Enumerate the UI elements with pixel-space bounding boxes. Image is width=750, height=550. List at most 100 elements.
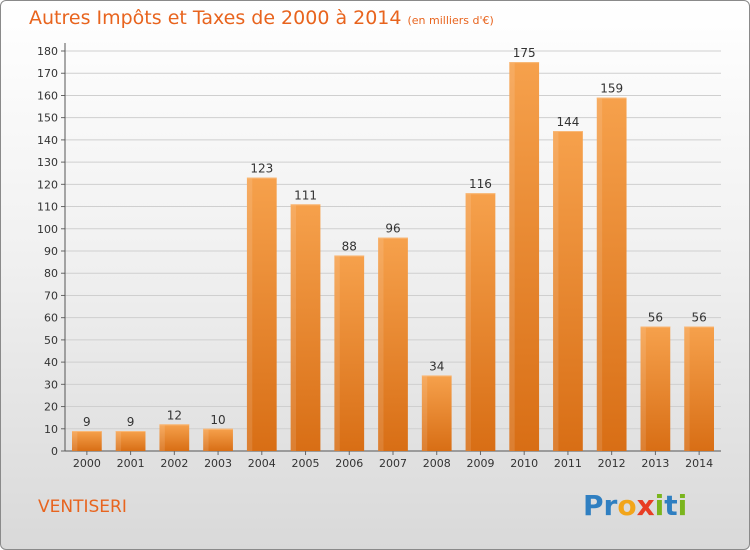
- bar-2006: [334, 255, 365, 451]
- bar-2010: [509, 62, 540, 451]
- x-tick-label: 2005: [292, 457, 320, 470]
- bar-highlight: [684, 326, 690, 451]
- bar-2013: [640, 326, 671, 451]
- y-tick-label: 160: [37, 89, 58, 102]
- bar-2003: [203, 428, 233, 451]
- y-tick-label: 60: [44, 312, 58, 325]
- y-tick-label: 120: [37, 178, 58, 191]
- x-tick-label: 2011: [554, 457, 582, 470]
- y-tick-label: 90: [44, 245, 58, 258]
- bar: [290, 204, 321, 451]
- bar: [246, 177, 277, 451]
- bar-2008: [421, 375, 452, 451]
- y-tick-label: 70: [44, 289, 58, 302]
- data-label: 116: [469, 177, 492, 191]
- bar-highlight: [246, 177, 253, 451]
- x-tick-label: 2010: [510, 457, 538, 470]
- data-labels: 9 9 12 10 123 111 88 96 34 116 175 144 159 56 56: [83, 46, 707, 429]
- bar-highlight: [553, 131, 559, 451]
- y-tick-label: 40: [44, 356, 58, 369]
- x-tick-label: 2014: [685, 457, 713, 470]
- proxiti-logo[interactable]: Proxiti: [583, 489, 687, 522]
- logo-letter: i: [677, 489, 688, 522]
- logo-letter: r: [603, 489, 618, 522]
- x-tick-label: 2009: [466, 457, 494, 470]
- chart-subtitle: (en milliers d'€): [407, 14, 494, 27]
- logo-letter: o: [617, 489, 637, 522]
- logo-letter: P: [583, 489, 604, 522]
- data-label: 88: [342, 239, 357, 253]
- bar-highlight: [596, 97, 603, 452]
- y-tick-label: 30: [44, 378, 58, 391]
- y-tick-label: 140: [37, 134, 58, 147]
- data-label: 123: [250, 162, 273, 176]
- bar-highlight: [290, 204, 297, 451]
- bar: [465, 193, 496, 451]
- logo-letter: i: [654, 489, 665, 522]
- data-label: 144: [556, 115, 579, 129]
- y-tick-label: 100: [37, 223, 58, 236]
- bar-highlight: [203, 428, 209, 451]
- bar: [684, 326, 715, 451]
- y-tick-label: 0: [51, 445, 58, 458]
- bar: [596, 97, 627, 452]
- bar-2005: [290, 204, 321, 451]
- data-label: 175: [513, 46, 536, 60]
- y-tick-label: 170: [37, 67, 58, 80]
- bar: [203, 428, 233, 451]
- bar: [378, 237, 408, 451]
- bar: [553, 131, 583, 451]
- y-tick-label: 110: [37, 201, 58, 214]
- bar-2001: [115, 431, 146, 451]
- bar-2009: [465, 193, 496, 451]
- data-label: 96: [385, 222, 400, 236]
- y-tick-label: 10: [44, 423, 58, 436]
- logo-letter: t: [664, 489, 678, 522]
- logo-letter: x: [636, 489, 655, 522]
- bar-highlight: [71, 431, 78, 451]
- x-tick-label: 2008: [423, 457, 451, 470]
- data-label: 159: [600, 82, 623, 96]
- bar-2004: [246, 177, 277, 451]
- bar: [421, 375, 452, 451]
- y-tick-label: 180: [37, 45, 58, 58]
- bar-2012: [596, 97, 627, 452]
- bar: [640, 326, 671, 451]
- data-label: 10: [210, 413, 225, 427]
- commune-name: VENTISERI: [38, 497, 127, 517]
- bar-2014: [684, 326, 715, 451]
- y-tick-label: 80: [44, 267, 58, 280]
- x-tick-label: 2013: [641, 457, 669, 470]
- bar: [334, 255, 365, 451]
- y-tick-label: 20: [44, 401, 58, 414]
- bar-2000: [71, 431, 102, 451]
- x-tick-label: 2000: [73, 457, 101, 470]
- data-label: 12: [167, 408, 182, 422]
- y-tick-label: 150: [37, 112, 58, 125]
- x-tick-label: 2007: [379, 457, 407, 470]
- bar-highlight: [334, 255, 340, 451]
- data-label: 9: [127, 415, 135, 429]
- bar-highlight: [509, 62, 515, 451]
- x-tick-label: 2002: [160, 457, 188, 470]
- x-tick-label: 2003: [204, 457, 232, 470]
- bar-2002: [159, 424, 190, 451]
- x-tick-label: 2004: [248, 457, 276, 470]
- bar-highlight: [159, 424, 165, 451]
- bar: [115, 431, 146, 451]
- data-label: 34: [429, 359, 444, 373]
- data-label: 56: [648, 311, 663, 325]
- y-tick-label: 130: [37, 156, 58, 169]
- data-label: 56: [691, 311, 706, 325]
- bar-highlight: [640, 326, 646, 451]
- bar: [509, 62, 540, 451]
- bar: [159, 424, 190, 451]
- chart-title: Autres Impôts et Taxes de 2000 à 2014: [29, 7, 402, 29]
- x-tick-label: 2001: [117, 457, 145, 470]
- bar-2011: [553, 131, 583, 451]
- x-tick-label: 2006: [335, 457, 363, 470]
- x-tick-label: 2012: [598, 457, 626, 470]
- bar-highlight: [378, 237, 384, 451]
